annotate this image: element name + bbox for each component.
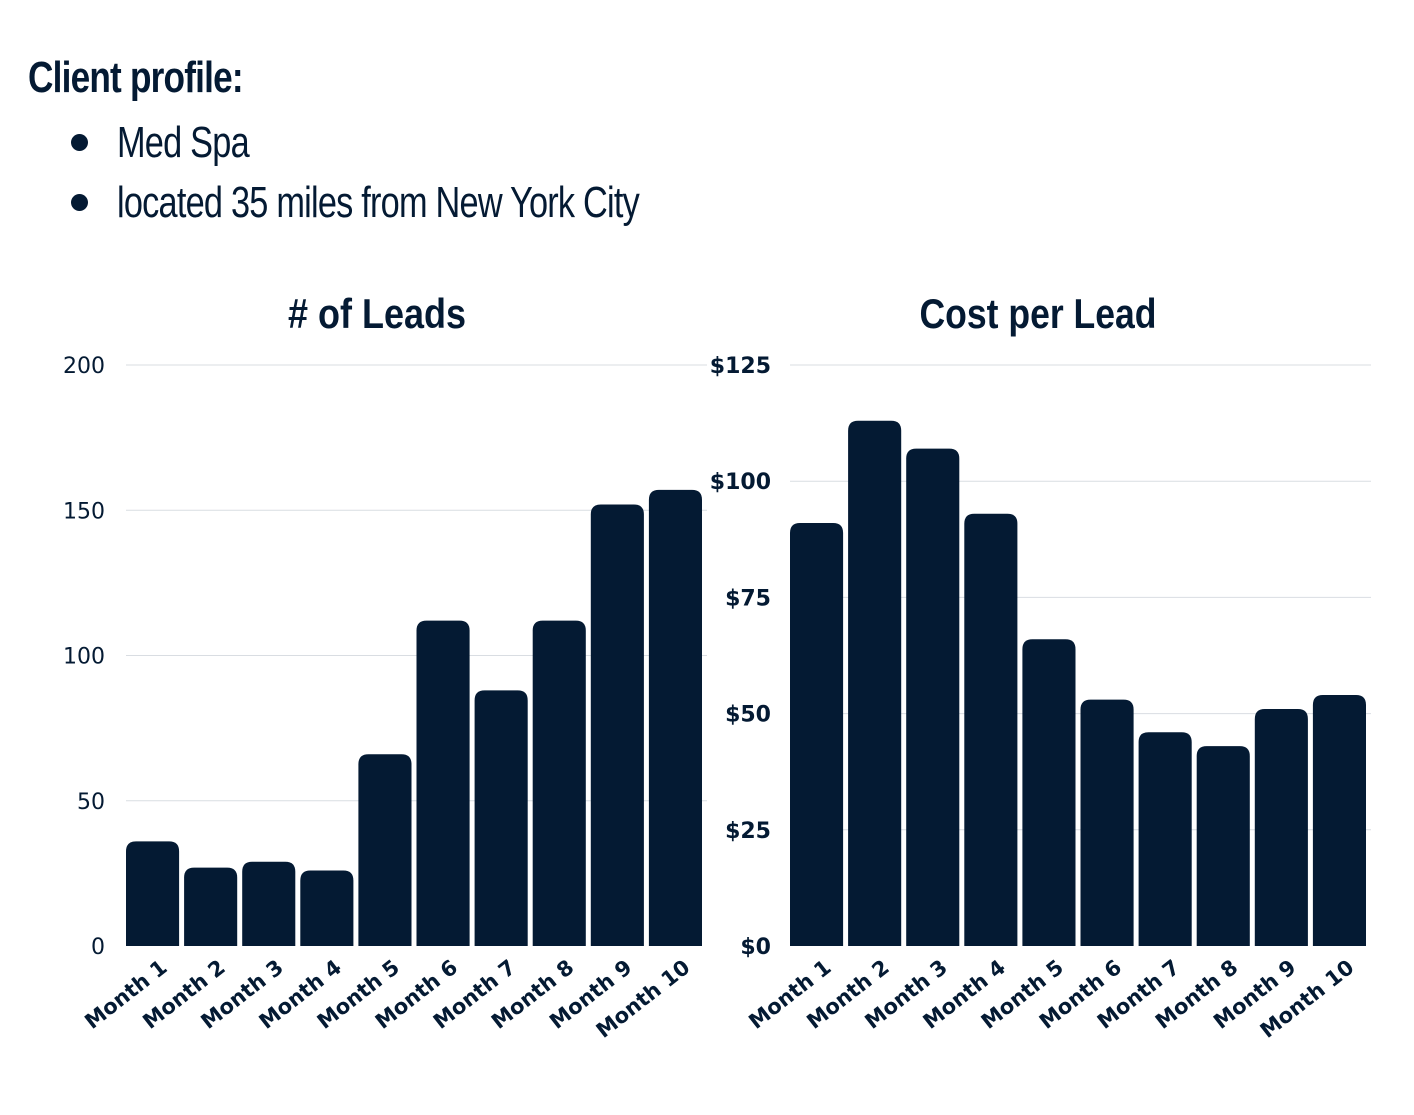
- y-tick-label: $50: [725, 703, 771, 728]
- bar: [242, 861, 296, 946]
- bar: [590, 504, 644, 946]
- bar: [532, 620, 586, 946]
- y-tick-label: 0: [91, 935, 105, 960]
- bar: [300, 870, 354, 946]
- y-tick-label: $75: [725, 586, 771, 611]
- bar: [358, 754, 412, 946]
- profile-item-text: Med Spa: [117, 118, 250, 167]
- y-tick-label: 150: [63, 499, 105, 524]
- bar: [126, 841, 180, 946]
- profile-title: Client profile:: [28, 53, 244, 102]
- chart-title: # of Leads: [288, 290, 466, 337]
- bar: [648, 489, 702, 946]
- bar: [964, 513, 1018, 946]
- bar: [1080, 699, 1134, 946]
- y-tick-label: $100: [710, 470, 771, 495]
- bar: [474, 690, 528, 946]
- bar: [184, 867, 238, 946]
- y-tick-label: 100: [63, 645, 105, 670]
- y-tick-label: $0: [740, 935, 771, 960]
- bar: [848, 420, 902, 946]
- y-tick-label: $125: [710, 354, 771, 379]
- profile-item-text: located 35 miles from New York City: [117, 178, 640, 227]
- bar: [1254, 708, 1308, 946]
- bar: [1138, 732, 1192, 946]
- chart-title: Cost per Lead: [920, 290, 1157, 337]
- bar: [1312, 695, 1366, 946]
- bar: [1022, 639, 1076, 946]
- y-tick-label: 50: [77, 790, 105, 815]
- bullet-icon: [71, 194, 88, 211]
- bar: [1196, 746, 1250, 946]
- bar: [906, 448, 960, 946]
- bar: [790, 523, 844, 946]
- y-tick-label: $25: [725, 819, 771, 844]
- bar: [416, 620, 470, 946]
- y-tick-label: 200: [63, 354, 105, 379]
- bullet-icon: [71, 134, 88, 151]
